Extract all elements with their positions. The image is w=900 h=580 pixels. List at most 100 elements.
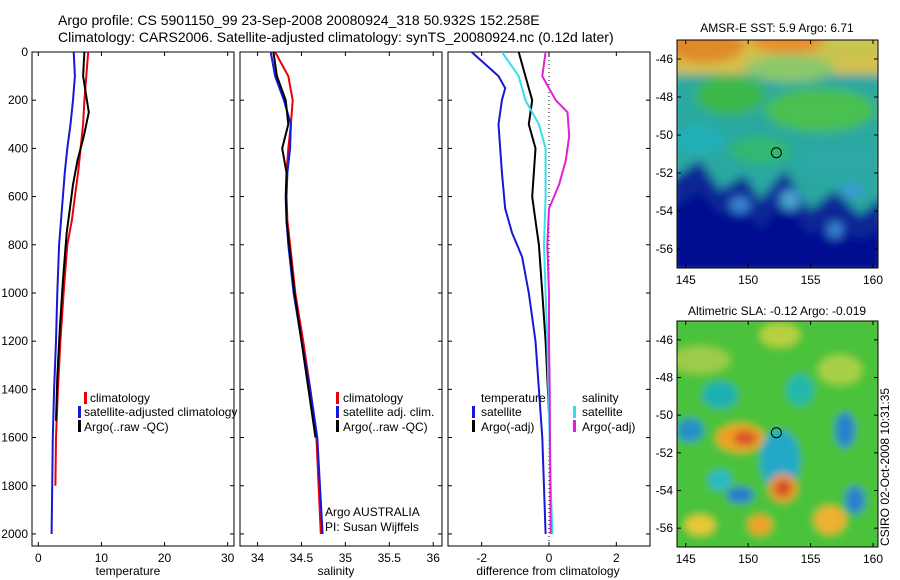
map-title: AMSR-E SST: 5.9 Argo: 6.71 bbox=[700, 21, 854, 35]
sst-map-panel: AMSR-E SST: 5.9 Argo: 6.71 bbox=[656, 21, 884, 287]
legend-swatch-sal-argo bbox=[573, 420, 576, 432]
x-axis-label: temperature bbox=[96, 564, 161, 578]
map-y-axis: -46 -48 -50 -52 -54 -56 bbox=[656, 52, 878, 256]
difference-profile-panel: -2 0 2 difference from climatology tempera… bbox=[447, 51, 651, 578]
series-line bbox=[272, 52, 317, 438]
map-frame bbox=[676, 39, 879, 269]
x-axis: 34 34.5 35 35.5 36 bbox=[251, 52, 440, 565]
sla-map-panel: Altimetric SLA: -0.12 Argo: -0.019 bbox=[656, 304, 884, 566]
y-axis bbox=[448, 51, 650, 535]
y-tick-label: 1600 bbox=[1, 431, 28, 445]
y-tick-label: 2000 bbox=[1, 527, 28, 541]
series-line bbox=[269, 52, 324, 535]
sla-heatmap bbox=[677, 321, 878, 547]
temperature-profile-panel: 0 200 400 600 800 1000 1200 1400 1600 1800 2000 0 1… bbox=[1, 45, 237, 578]
legend-label: Argo(-adj) bbox=[481, 420, 534, 434]
legend: climatology satellite adj. clim. Argo(..… bbox=[336, 391, 434, 434]
legend-swatch-argo bbox=[336, 420, 339, 432]
x-tick-label: 0 bbox=[35, 551, 42, 565]
annotation-line: PI: Susan Wijffels bbox=[325, 520, 419, 534]
plot-frame bbox=[31, 51, 235, 547]
x-tick-label: 35 bbox=[339, 551, 353, 565]
x-axis-label: difference from climatology bbox=[476, 564, 619, 578]
y-axis: 0 200 400 600 800 1000 1200 1400 1600 1800 2000 bbox=[1, 45, 234, 541]
x-tick-label: 0 bbox=[546, 551, 553, 565]
legend-group-title: temperature bbox=[481, 391, 546, 405]
y-tick-label: -52 bbox=[656, 166, 674, 180]
map-x-axis: 145 150 155 160 bbox=[676, 321, 883, 566]
x-tick-label: 150 bbox=[738, 273, 758, 287]
x-tick-label: 34 bbox=[251, 551, 265, 565]
sst-heatmap bbox=[677, 40, 878, 268]
y-tick-label: 800 bbox=[8, 238, 28, 252]
x-axis: -2 0 2 bbox=[476, 52, 620, 565]
legend-swatch-temp-argo bbox=[472, 420, 475, 432]
series-line bbox=[517, 52, 550, 414]
legend: temperature satellite Argo(-adj) salinit… bbox=[472, 391, 635, 434]
y-tick-label: -56 bbox=[656, 242, 674, 256]
legend-label: satellite-adjusted climatology bbox=[84, 405, 237, 419]
y-tick-label: -54 bbox=[656, 204, 674, 218]
series-line bbox=[501, 52, 554, 535]
header-line-2: Climatology: CARS2006. Satellite-adjuste… bbox=[58, 29, 614, 45]
y-tick-label: 0 bbox=[21, 45, 28, 59]
x-tick-label: 30 bbox=[221, 551, 235, 565]
y-tick-label: -48 bbox=[656, 90, 674, 104]
x-tick-label: 160 bbox=[863, 273, 883, 287]
y-tick-label: -50 bbox=[656, 128, 674, 142]
side-timestamp: CSIRO 02-Oct-2008 10:31:35 bbox=[878, 388, 892, 546]
header-line-1: Argo profile: CS 5901150_99 23-Sep-2008 … bbox=[58, 12, 540, 28]
x-tick-label: 36 bbox=[427, 551, 441, 565]
series-line bbox=[55, 52, 90, 421]
argo-float-marker bbox=[770, 427, 782, 439]
map-y-axis: -46 -48 -50 -52 -54 -56 bbox=[656, 333, 878, 535]
y-tick-label: 400 bbox=[8, 141, 28, 155]
y-tick-label: 1200 bbox=[1, 334, 28, 348]
x-tick-label: 10 bbox=[95, 551, 109, 565]
legend-swatch-argo bbox=[78, 420, 81, 432]
legend-group-title: salinity bbox=[582, 391, 619, 405]
x-tick-label: -2 bbox=[476, 551, 487, 565]
x-tick-label: 34.5 bbox=[290, 551, 314, 565]
annotation-line: Argo AUSTRALIA bbox=[325, 505, 420, 519]
y-tick-label: 1000 bbox=[1, 286, 28, 300]
x-axis: 0 10 20 30 bbox=[35, 52, 235, 565]
plot-frame bbox=[239, 51, 443, 547]
x-tick-label: 155 bbox=[801, 273, 821, 287]
legend-swatch-satellite bbox=[336, 406, 339, 418]
y-tick-label: -56 bbox=[656, 521, 674, 535]
y-tick-label: -46 bbox=[656, 333, 674, 347]
series-line bbox=[470, 52, 547, 535]
series-line bbox=[541, 52, 571, 535]
y-tick-label: 600 bbox=[8, 190, 28, 204]
y-tick-label: -50 bbox=[656, 408, 674, 422]
y-tick-label: -46 bbox=[656, 52, 674, 66]
x-tick-label: 160 bbox=[863, 552, 883, 566]
legend-label: Argo(..raw -QC) bbox=[343, 420, 428, 434]
y-tick-label: -52 bbox=[656, 446, 674, 460]
x-tick-label: 145 bbox=[676, 273, 696, 287]
x-axis-label: salinity bbox=[318, 564, 355, 578]
map-frame bbox=[676, 320, 879, 548]
x-tick-label: 20 bbox=[158, 551, 172, 565]
legend-label: satellite adj. clim. bbox=[343, 405, 434, 419]
legend-label: Argo(..raw -QC) bbox=[84, 420, 169, 434]
series-line bbox=[54, 52, 90, 486]
x-tick-label: 35.5 bbox=[378, 551, 402, 565]
y-tick-label: 1400 bbox=[1, 382, 28, 396]
legend-label: Argo(-adj) bbox=[582, 420, 635, 434]
legend-label: satellite bbox=[582, 405, 623, 419]
legend-swatch-climatology bbox=[336, 392, 339, 404]
argo-float-marker bbox=[770, 147, 782, 159]
legend-label: climatology bbox=[90, 391, 150, 405]
y-tick-label: -54 bbox=[656, 484, 674, 498]
legend-label: satellite bbox=[481, 405, 522, 419]
y-axis bbox=[240, 51, 442, 535]
map-title: Altimetric SLA: -0.12 Argo: -0.019 bbox=[688, 304, 866, 318]
x-tick-label: 150 bbox=[738, 552, 758, 566]
legend-label: climatology bbox=[343, 391, 403, 405]
legend-swatch-climatology bbox=[84, 392, 87, 404]
x-tick-label: 2 bbox=[613, 551, 620, 565]
y-tick-label: 200 bbox=[8, 93, 28, 107]
